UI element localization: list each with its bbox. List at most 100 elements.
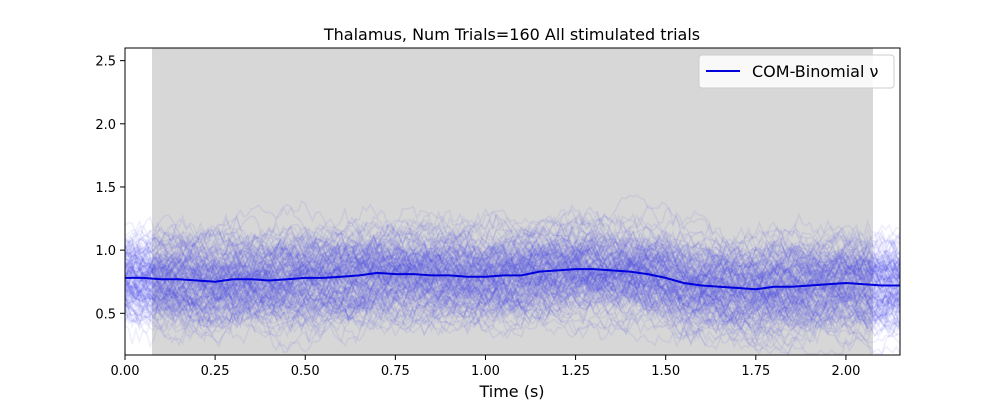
- trial-trace: [125, 285, 900, 349]
- trial-trace: [125, 238, 900, 292]
- trial-trace: [125, 211, 900, 275]
- trial-trace: [125, 215, 900, 280]
- y-tick-label: 2.5: [95, 55, 116, 70]
- trial-trace: [125, 221, 900, 302]
- trial-trace: [125, 261, 900, 333]
- series-line-com-binomial: [125, 268, 900, 291]
- trial-trace: [125, 224, 900, 307]
- trial-trace: [125, 243, 900, 311]
- trial-trace: [125, 277, 900, 355]
- trial-trace: [125, 266, 900, 330]
- trial-trace: [125, 255, 900, 298]
- trial-trace: [125, 236, 900, 297]
- legend-box: [698, 54, 895, 89]
- trial-trace: [125, 229, 900, 298]
- trial-trace: [125, 228, 900, 309]
- trial-trace: [125, 217, 900, 289]
- trial-trace: [125, 220, 900, 284]
- trial-trace: [125, 267, 900, 349]
- trial-trace: [125, 243, 900, 302]
- trial-trace: [125, 224, 900, 299]
- trial-trace: [125, 245, 900, 320]
- trial-trace: [125, 241, 900, 307]
- trial-trace: [125, 278, 900, 340]
- trial-trace: [125, 235, 900, 295]
- trial-trace: [125, 254, 900, 308]
- legend-entry-com-binomial: COM-Binomial ν: [752, 62, 878, 81]
- trial-trace: [125, 253, 900, 325]
- trial-trace: [125, 262, 900, 317]
- trial-trace: [125, 194, 900, 277]
- trial-trace: [125, 280, 900, 337]
- trial-trace: [125, 215, 900, 287]
- trial-trace: [125, 266, 900, 355]
- trial-trace: [125, 253, 900, 323]
- trial-trace: [125, 262, 900, 348]
- trial-trace: [125, 241, 900, 302]
- trial-trace: [125, 253, 900, 326]
- trial-trace: [125, 260, 900, 329]
- trial-trace: [125, 244, 900, 307]
- trial-trace: [125, 258, 900, 327]
- trial-trace: [125, 270, 900, 353]
- y-tick-label: 1.0: [95, 244, 116, 259]
- trial-trace: [125, 278, 900, 355]
- trial-trace: [125, 248, 900, 309]
- trial-trace: [125, 231, 900, 289]
- trial-trace: [125, 208, 900, 270]
- trial-trace: [125, 256, 900, 325]
- trial-trace: [125, 243, 900, 310]
- trial-trace: [125, 239, 900, 306]
- trial-trace: [125, 223, 900, 300]
- trial-trace: [125, 259, 900, 329]
- axes: 0.00 0.25 0.50 0.75 1.00 1.25 1.50 1.75 2.00 0.5 1…: [95, 47, 901, 379]
- y-tick-label: 1.5: [95, 181, 116, 196]
- x-tick-label: 0.50: [291, 364, 320, 379]
- trial-trace: [125, 246, 900, 297]
- trial-trace: [125, 249, 900, 308]
- trial-trace: [125, 230, 900, 290]
- trial-trace: [125, 217, 900, 298]
- trial-trace: [125, 236, 900, 295]
- trial-trace: [125, 263, 900, 333]
- trial-trace: [125, 236, 900, 318]
- trial-trace: [125, 222, 900, 287]
- trial-trace: [125, 263, 900, 320]
- trial-trace: [125, 284, 900, 340]
- trial-trace: [125, 233, 900, 308]
- trial-trace: [125, 235, 900, 310]
- trial-trace: [125, 257, 900, 342]
- trial-trace: [125, 228, 900, 293]
- trial-trace: [125, 253, 900, 318]
- trial-trace: [125, 277, 900, 351]
- trial-trace: [125, 215, 900, 285]
- trial-trace: [125, 236, 900, 302]
- trial-trace: [125, 269, 900, 346]
- trial-trace: [125, 237, 900, 289]
- trial-trace: [125, 266, 900, 325]
- trial-trace: [125, 254, 900, 325]
- plot-area: [125, 48, 900, 355]
- y-tick-label: 0.5: [95, 307, 116, 322]
- trial-trace: [125, 246, 900, 306]
- trial-trace: [125, 269, 900, 331]
- trial-trace: [125, 260, 900, 325]
- trial-trace: [125, 234, 900, 294]
- trial-trace: [125, 258, 900, 333]
- trial-trace: [125, 263, 900, 330]
- trial-trace: [125, 251, 900, 315]
- trial-trace: [125, 221, 900, 285]
- trial-trace: [125, 274, 900, 331]
- trial-trace: [125, 255, 900, 339]
- trial-trace: [125, 211, 900, 297]
- trial-trace: [125, 269, 900, 326]
- x-tick-label: 1.50: [651, 364, 680, 379]
- trial-trace: [125, 265, 900, 333]
- trial-trace: [125, 256, 900, 328]
- trial-trace: [125, 223, 900, 297]
- chart-title: Thalamus, Num Trials=160 All stimulated …: [323, 25, 700, 44]
- trial-trace: [125, 229, 900, 316]
- trial-trace: [125, 257, 900, 330]
- trial-trace: [125, 258, 900, 317]
- trial-trace: [125, 203, 900, 281]
